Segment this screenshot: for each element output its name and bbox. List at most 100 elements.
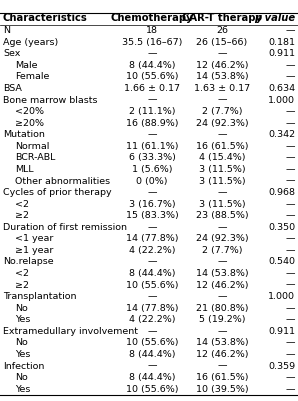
Text: —: — (217, 188, 227, 197)
Text: 3 (16.7%): 3 (16.7%) (129, 200, 175, 209)
Text: Age (years): Age (years) (3, 38, 58, 47)
Text: 0.968: 0.968 (268, 188, 295, 197)
Text: —: — (285, 338, 295, 347)
Text: —: — (217, 95, 227, 105)
Text: 2 (11.1%): 2 (11.1%) (129, 107, 175, 116)
Text: 0.350: 0.350 (268, 223, 295, 232)
Text: —: — (217, 223, 227, 232)
Text: Duration of first remission: Duration of first remission (3, 223, 127, 232)
Text: 18: 18 (146, 26, 158, 35)
Text: Bone marrow blasts: Bone marrow blasts (3, 95, 97, 105)
Text: 16 (61.5%): 16 (61.5%) (196, 142, 248, 151)
Text: —: — (285, 304, 295, 313)
Text: —: — (285, 373, 295, 382)
Text: 8 (44.4%): 8 (44.4%) (129, 373, 175, 382)
Text: 2 (7.7%): 2 (7.7%) (202, 246, 242, 255)
Text: Yes: Yes (15, 350, 30, 359)
Text: —: — (147, 49, 157, 59)
Text: <2: <2 (15, 200, 29, 209)
Text: 10 (55.6%): 10 (55.6%) (126, 385, 178, 394)
Text: 11 (61.1%): 11 (61.1%) (126, 142, 178, 151)
Text: ≥2: ≥2 (15, 211, 29, 220)
Text: 12 (46.2%): 12 (46.2%) (196, 350, 248, 359)
Text: 8 (44.4%): 8 (44.4%) (129, 350, 175, 359)
Text: —: — (147, 130, 157, 139)
Text: —: — (285, 200, 295, 209)
Text: MLL: MLL (15, 165, 33, 174)
Text: 0 (0%): 0 (0%) (136, 176, 168, 186)
Text: —: — (285, 154, 295, 162)
Text: —: — (217, 362, 227, 371)
Text: 12 (46.2%): 12 (46.2%) (196, 281, 248, 290)
Text: Yes: Yes (15, 385, 30, 394)
Text: 4 (22.2%): 4 (22.2%) (129, 246, 175, 255)
Text: 1 (5.6%): 1 (5.6%) (132, 165, 172, 174)
Text: 14 (53.8%): 14 (53.8%) (196, 338, 248, 347)
Text: 2 (7.7%): 2 (7.7%) (202, 107, 242, 116)
Text: 3 (11.5%): 3 (11.5%) (199, 176, 245, 186)
Text: 5 (19.2%): 5 (19.2%) (199, 315, 245, 324)
Text: Cycles of prior therapy: Cycles of prior therapy (3, 188, 112, 197)
Text: —: — (147, 223, 157, 232)
Text: CAR-T therapy: CAR-T therapy (182, 13, 262, 23)
Text: 1.000: 1.000 (268, 95, 295, 105)
Text: 14 (53.8%): 14 (53.8%) (196, 73, 248, 81)
Text: 4 (15.4%): 4 (15.4%) (199, 154, 245, 162)
Text: —: — (147, 362, 157, 371)
Text: Other abnormalities: Other abnormalities (15, 176, 110, 186)
Text: Male: Male (15, 61, 38, 70)
Text: 10 (55.6%): 10 (55.6%) (126, 338, 178, 347)
Text: 35.5 (16–67): 35.5 (16–67) (122, 38, 182, 47)
Text: Yes: Yes (15, 315, 30, 324)
Text: 0.181: 0.181 (268, 38, 295, 47)
Text: 12 (46.2%): 12 (46.2%) (196, 61, 248, 70)
Text: 0.540: 0.540 (268, 257, 295, 267)
Text: 0.342: 0.342 (268, 130, 295, 139)
Text: —: — (285, 73, 295, 81)
Text: Mutation: Mutation (3, 130, 45, 139)
Text: Extramedullary involvement: Extramedullary involvement (3, 327, 138, 336)
Text: No: No (15, 338, 28, 347)
Text: ≥20%: ≥20% (15, 119, 44, 128)
Text: 15 (83.3%): 15 (83.3%) (125, 211, 179, 220)
Text: 10 (55.6%): 10 (55.6%) (126, 281, 178, 290)
Text: —: — (147, 95, 157, 105)
Text: Female: Female (15, 73, 49, 81)
Text: Sex: Sex (3, 49, 20, 59)
Text: 24 (92.3%): 24 (92.3%) (196, 119, 248, 128)
Text: 1.000: 1.000 (268, 292, 295, 301)
Text: —: — (285, 385, 295, 394)
Text: —: — (285, 281, 295, 290)
Text: 10 (39.5%): 10 (39.5%) (196, 385, 248, 394)
Text: Chemotherapy: Chemotherapy (111, 13, 193, 23)
Text: —: — (217, 130, 227, 139)
Text: 23 (88.5%): 23 (88.5%) (196, 211, 248, 220)
Text: BCR-ABL: BCR-ABL (15, 154, 55, 162)
Text: —: — (285, 315, 295, 324)
Text: —: — (285, 165, 295, 174)
Text: —: — (147, 292, 157, 301)
Text: No: No (15, 373, 28, 382)
Text: 16 (61.5%): 16 (61.5%) (196, 373, 248, 382)
Text: 14 (77.8%): 14 (77.8%) (126, 304, 178, 313)
Text: 0.634: 0.634 (268, 84, 295, 93)
Text: 14 (77.8%): 14 (77.8%) (126, 234, 178, 243)
Text: —: — (217, 292, 227, 301)
Text: No: No (15, 304, 28, 313)
Text: —: — (285, 142, 295, 151)
Text: ≥1 year: ≥1 year (15, 246, 53, 255)
Text: 6 (33.3%): 6 (33.3%) (128, 154, 176, 162)
Text: p value: p value (254, 13, 295, 23)
Text: ≥2: ≥2 (15, 281, 29, 290)
Text: 8 (44.4%): 8 (44.4%) (129, 61, 175, 70)
Text: <2: <2 (15, 269, 29, 278)
Text: —: — (285, 119, 295, 128)
Text: 1.66 ± 0.17: 1.66 ± 0.17 (124, 84, 180, 93)
Text: 26: 26 (216, 26, 228, 35)
Text: —: — (217, 327, 227, 336)
Text: —: — (285, 107, 295, 116)
Text: N: N (3, 26, 10, 35)
Text: 4 (22.2%): 4 (22.2%) (129, 315, 175, 324)
Text: —: — (147, 327, 157, 336)
Text: —: — (285, 176, 295, 186)
